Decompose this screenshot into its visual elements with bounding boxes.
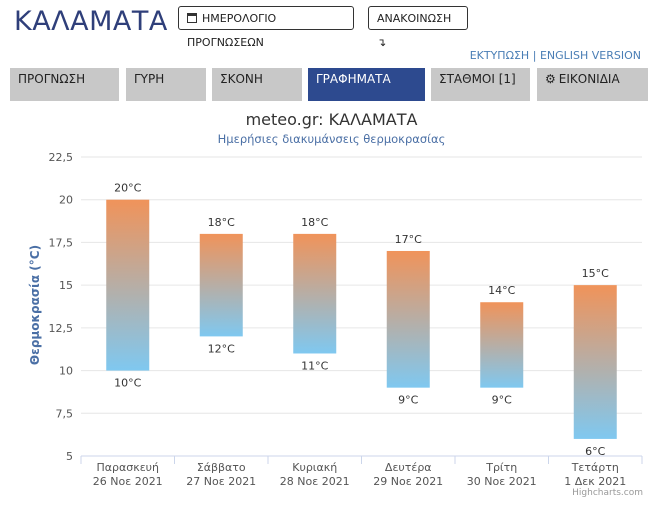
temperature-range-bar[interactable] (106, 199, 150, 371)
x-category-day: Παρασκευή (97, 461, 160, 474)
high-temp-label: 20°C (114, 182, 141, 195)
city-title: ΚΑΛΑΜΑΤΑ (14, 6, 168, 37)
tab-forecast[interactable]: ΠΡΟΓΝΩΣΗ (10, 68, 119, 101)
tab-icons[interactable]: ⚙ ΕΙΚΟΝΙΔΙΑ (537, 68, 648, 101)
y-tick-label: 7,5 (56, 407, 74, 420)
low-temp-label: 11°C (301, 359, 328, 372)
x-category-date: 28 Νοε 2021 (280, 475, 350, 488)
y-tick-label: 10 (59, 365, 73, 378)
tab-charts[interactable]: ΓΡΑΦΗΜΑΤΑ (308, 68, 425, 101)
top-links: ΕΚΤΥΠΩΣΗ | ENGLISH VERSION (470, 49, 641, 62)
low-temp-label: 12°C (208, 342, 235, 355)
temperature-range-bar[interactable] (199, 233, 243, 337)
chart-subtitle: Ημερήσιες διακυμάνσεις θερμοκρασίας (217, 132, 446, 146)
tab-stations[interactable]: ΣΤΑΘΜΟΙ [1] (431, 68, 530, 101)
y-tick-label: 22,5 (49, 151, 74, 164)
x-category-date: 1 Δεκ 2021 (564, 475, 626, 488)
tab-label: ΣΤΑΘΜΟΙ [1] (439, 72, 516, 86)
tab-label: ΣΚΟΝΗ (220, 72, 263, 86)
high-temp-label: 18°C (208, 216, 235, 229)
high-temp-label: 17°C (395, 233, 422, 246)
low-temp-label: 10°C (114, 377, 141, 390)
english-version-link[interactable]: ENGLISH VERSION (539, 49, 641, 62)
x-category-date: 26 Νοε 2021 (93, 475, 163, 488)
x-category-date: 30 Νοε 2021 (467, 475, 537, 488)
print-link[interactable]: ΕΚΤΥΠΩΣΗ (469, 49, 530, 62)
high-temp-label: 14°C (488, 284, 515, 297)
x-category-day: Τετάρτη (571, 461, 619, 474)
x-category-day: Δευτέρα (385, 461, 432, 474)
low-temp-label: 9°C (492, 394, 512, 407)
announcement-label: ΑΝΑΚΟΙΝΩΣΗ ↴ (377, 12, 452, 49)
announcement-button[interactable]: ΑΝΑΚΟΙΝΩΣΗ ↴ (368, 6, 468, 49)
tab-label: ΕΙΚΟΝΙΔΙΑ (558, 72, 620, 86)
high-temp-label: 18°C (301, 216, 328, 229)
x-category-day: Τρίτη (485, 461, 517, 474)
temperature-range-bar[interactable] (480, 302, 524, 388)
forecast-calendar-button[interactable]: ΗΜΕΡΟΛΟΓΙΟ ΠΡΟΓΝΩΣΕΩΝ (178, 6, 354, 49)
temperature-range-bar[interactable] (293, 233, 337, 354)
x-category-date: 27 Νοε 2021 (186, 475, 256, 488)
tab-label: ΓΡΑΦΗΜΑΤΑ (316, 72, 391, 86)
y-tick-label: 15 (59, 279, 73, 292)
temperature-range-bar[interactable] (573, 285, 617, 439)
chart-title: meteo.gr: ΚΑΛΑΜΑΤΑ (245, 110, 418, 129)
temperature-range-bar[interactable] (386, 250, 430, 388)
x-category-date: 29 Νοε 2021 (373, 475, 443, 488)
y-tick-label: 20 (59, 194, 73, 207)
tab-dust[interactable]: ΣΚΟΝΗ (212, 68, 302, 101)
y-tick-label: 5 (66, 450, 73, 463)
y-tick-label: 17,5 (49, 236, 74, 249)
x-category-day: Κυριακή (292, 461, 337, 474)
gear-icon: ⚙ (545, 72, 556, 86)
low-temp-label: 6°C (585, 445, 605, 458)
y-tick-label: 12,5 (49, 322, 74, 335)
link-separator: | (532, 49, 537, 62)
forecast-calendar-label: ΗΜΕΡΟΛΟΓΙΟ ΠΡΟΓΝΩΣΕΩΝ (187, 12, 277, 49)
tab-label: ΠΡΟΓΝΩΣΗ (18, 72, 86, 86)
calendar-icon (187, 13, 197, 23)
tab-label: ΓΥΡΗ (134, 72, 165, 86)
high-temp-label: 15°C (582, 267, 609, 280)
low-temp-label: 9°C (398, 394, 418, 407)
y-axis-title: Θερμοκρασία (°C) (28, 245, 42, 365)
tab-pollen[interactable]: ΓΥΡΗ (126, 68, 206, 101)
x-category-day: Σάββατο (197, 461, 246, 474)
highcharts-credit[interactable]: Highcharts.com (572, 488, 643, 498)
